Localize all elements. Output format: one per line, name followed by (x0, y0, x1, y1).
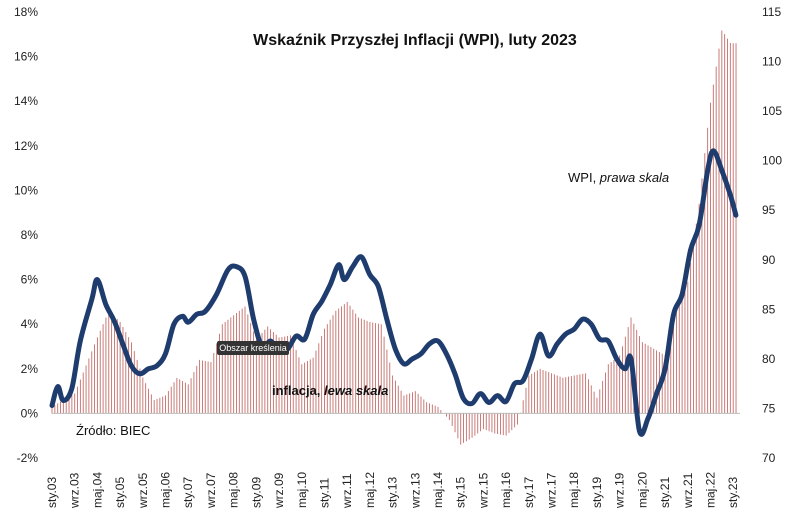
x-tick-label: wrz.15 (476, 472, 490, 509)
x-tick-label: wrz.07 (204, 472, 218, 509)
left-tick-label: 4% (21, 317, 39, 331)
right-tick-label: 70 (762, 451, 776, 465)
left-tick-label: 8% (21, 228, 39, 242)
wpi-series-scale: prawa skala (599, 170, 669, 185)
x-tick-label: wrz.17 (545, 472, 559, 509)
x-tick-label: sty.03 (45, 477, 59, 508)
left-tick-label: 10% (14, 183, 38, 197)
left-tick-label: 12% (14, 139, 38, 153)
x-tick-label: sty.11 (318, 477, 332, 508)
x-tick-label: wrz.21 (681, 472, 695, 509)
right-tick-label: 100 (762, 154, 782, 168)
wpi-series-name: WPI (568, 170, 593, 185)
x-tick-label: sty.09 (249, 477, 263, 508)
left-tick-label: 16% (14, 50, 38, 64)
x-tick-label: maj.16 (499, 472, 513, 508)
left-tick-label: -2% (17, 451, 39, 465)
right-tick-label: 115 (762, 5, 781, 19)
left-tick-label: 18% (14, 5, 38, 19)
x-tick-label: maj.10 (295, 472, 309, 508)
inflation-bars-layer (51, 30, 737, 445)
x-tick-label: wrz.03 (68, 472, 82, 509)
x-tick-label: sty.17 (522, 477, 536, 508)
left-tick-label: 14% (14, 94, 38, 108)
x-tick-label: wrz.19 (613, 472, 627, 509)
x-tick-label: sty.15 (454, 477, 468, 508)
x-tick-label: maj.18 (567, 472, 581, 508)
x-tick-label: sty.05 (113, 477, 127, 508)
right-tick-label: 85 (762, 302, 776, 316)
tooltip: Obszar kreślenia (217, 341, 289, 355)
x-tick-label: wrz.13 (408, 472, 422, 509)
source-label: Źródło: BIEC (76, 423, 150, 438)
right-tick-label: 105 (762, 104, 782, 118)
x-tick-label: maj.14 (431, 472, 445, 508)
right-tick-label: 80 (762, 352, 776, 366)
x-tick-label: wrz.11 (340, 473, 354, 509)
x-tick-label: maj.06 (159, 472, 173, 508)
x-axis-ticks: sty.03 wrz.03 maj.04 sty.05 wrz.05 maj.06 sty.… (45, 472, 740, 509)
inflation-series-scale: lewa skala (324, 383, 388, 398)
x-tick-label: maj.20 (635, 472, 649, 508)
right-axis-ticks: 70 75 80 85 90 95 100 105 110 115 (762, 5, 782, 465)
wpi-line (49, 148, 739, 437)
x-tick-label: sty.13 (386, 477, 400, 508)
inflation-series-name: inflacja (272, 383, 318, 398)
x-tick-label: maj.04 (90, 472, 104, 508)
tooltip-box (217, 341, 289, 355)
x-tick-label: sty.19 (590, 477, 604, 508)
x-tick-label: sty.21 (658, 477, 672, 508)
tooltip-text: Obszar kreślenia (219, 343, 287, 353)
wpi-series-label: WPI, prawa skala (568, 170, 669, 185)
left-tick-label: 2% (21, 362, 39, 376)
left-tick-label: 0% (21, 406, 39, 420)
right-tick-label: 75 (762, 401, 776, 415)
left-axis-ticks: -2% 0% 2% 4% 6% 8% 10% 12% 14% 16% 18% (14, 5, 38, 465)
x-tick-label: maj.12 (363, 472, 377, 508)
left-tick-label: 6% (21, 273, 39, 287)
x-tick-label: maj.08 (227, 472, 241, 508)
x-tick-label: maj.22 (704, 472, 718, 508)
right-tick-label: 110 (762, 55, 781, 69)
chart-title: Wskaźnik Przyszłej Inflacji (WPI), luty … (253, 32, 577, 49)
right-tick-label: 90 (762, 253, 776, 267)
x-tick-label: wrz.05 (136, 472, 150, 509)
x-tick-label: sty.23 (726, 477, 740, 508)
inflation-series-label: inflacja, lewa skala (272, 383, 388, 398)
x-tick-label: sty.07 (181, 477, 195, 508)
x-tick-label: wrz.09 (272, 472, 286, 509)
right-tick-label: 95 (762, 203, 776, 217)
